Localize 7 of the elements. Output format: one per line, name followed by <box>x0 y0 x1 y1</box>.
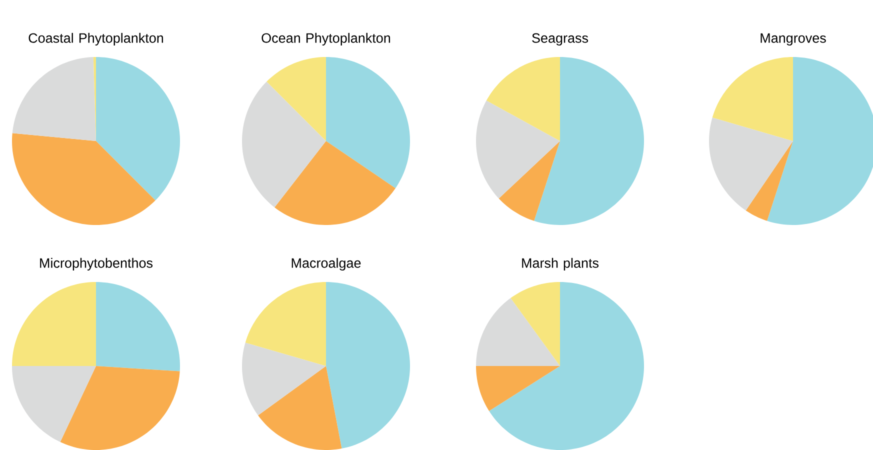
chart-title: Ocean Phytoplankton <box>262 32 390 46</box>
chart-title: Microphytobenthos <box>40 258 153 270</box>
chart-title: Seagrass <box>532 33 588 46</box>
chart-title: Macroalgae <box>292 258 361 270</box>
chart-title: Mangroves <box>760 33 826 46</box>
chart-title: Marsh plants <box>522 258 599 270</box>
chart-title: Coastal Phytoplankton <box>28 32 164 46</box>
